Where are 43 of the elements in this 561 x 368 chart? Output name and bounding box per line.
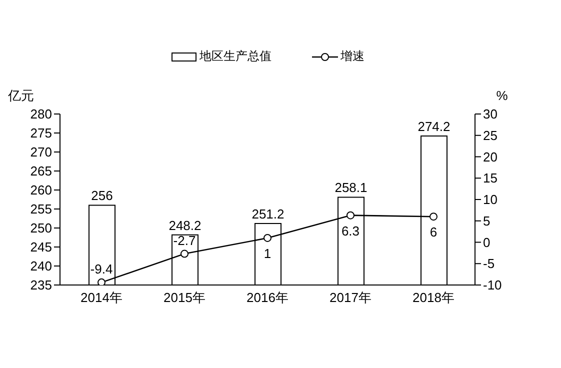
y2-tick-label: 15 [483,170,498,186]
y-tick-label: 260 [30,182,52,198]
y2-tick-label: -10 [483,278,502,293]
y2-tick-label: 10 [483,192,498,208]
point [346,211,354,220]
point [98,278,106,285]
y2-axis-title: % [496,88,508,103]
y2-tick-label: 25 [483,128,498,143]
x-tick-label: 2018年 [412,290,454,306]
x-tick-label: 2015年 [164,290,206,306]
y-tick-label: 270 [30,144,52,160]
point [180,250,188,258]
y2-tick-label: 30 [483,106,498,122]
data-label: 256 [91,188,113,204]
y-tick-label: 240 [30,258,52,274]
data-label: 6.3 [341,223,360,238]
data-label: 6 [430,224,438,240]
x-tick-label: 2016年 [246,290,288,306]
data-label: 1 [264,246,272,261]
y-axis-title: 亿元 [7,88,34,103]
y-tick-label: 235 [30,278,52,293]
y-tick-label: 245 [30,240,52,255]
y2-tick-label: -5 [483,256,495,272]
y-tick-label: 275 [30,126,52,141]
y2-tick-label: 0 [483,234,490,250]
y-tick-label: 250 [30,220,52,236]
x-tick-label: 2017年 [330,290,372,306]
data-label: 258.1 [334,180,368,196]
data-label: 251.2 [252,206,284,222]
y-tick-label: 255 [30,202,52,217]
y2-tick-label: 20 [483,149,498,164]
data-label: -2.7 [173,232,196,248]
legend-label: 增速 [340,48,364,65]
data-label: 274.2 [418,119,450,134]
data-label: 248.2 [168,218,202,233]
y-tick-label: 265 [30,164,52,179]
point [264,234,272,242]
legend-label: 地区生产总值 [200,48,272,65]
data-label: -9.4 [90,261,113,276]
point [430,212,438,221]
x-tick-label: 2014年 [80,290,122,306]
y-tick-label: 280 [30,106,52,122]
y2-tick-label: 5 [483,213,490,228]
